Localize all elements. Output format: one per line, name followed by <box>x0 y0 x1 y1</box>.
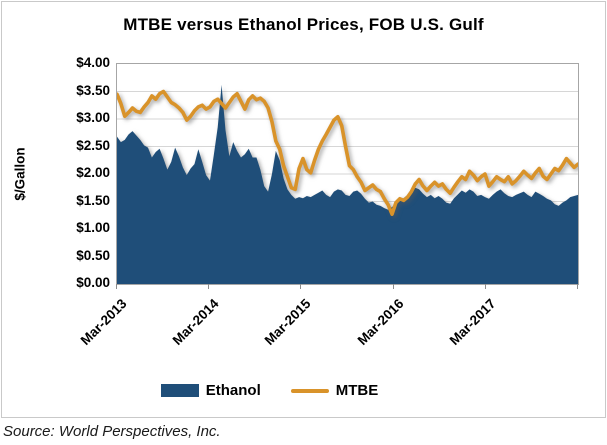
x-tick-mark <box>484 284 486 289</box>
y-axis-title-text: $/Gallon <box>12 147 28 201</box>
y-tick-label: $3.00 <box>76 110 110 125</box>
x-tick-label: Mar-2013 <box>77 296 130 349</box>
y-tick-label: $0.00 <box>76 275 110 290</box>
y-tick-label: $3.50 <box>76 82 110 98</box>
mtbe-swatch-icon <box>290 388 329 393</box>
chart-container: MTBE versus Ethanol Prices, FOB U.S. Gul… <box>1 1 606 418</box>
x-tick-label: Mar-2017 <box>446 296 499 349</box>
x-tick-mark <box>300 284 302 289</box>
x-tick-mark <box>208 284 210 289</box>
legend-label-ethanol: Ethanol <box>205 382 261 399</box>
x-tick-mark <box>392 284 394 289</box>
x-tick-mark <box>577 284 578 289</box>
y-tick-label: $4.00 <box>76 55 110 70</box>
y-tick-label: $1.00 <box>76 220 110 235</box>
chart-title: MTBE versus Ethanol Prices, FOB U.S. Gul… <box>123 15 484 34</box>
x-tick-mark <box>116 284 117 289</box>
legend-item-mtbe: MTBE <box>290 382 379 399</box>
legend-item-ethanol: Ethanol <box>160 382 261 399</box>
y-tick-label: $0.50 <box>76 247 110 263</box>
y-tick-label: $1.50 <box>76 192 110 208</box>
y-tick-label: $2.50 <box>76 137 110 153</box>
plot-area <box>116 63 579 285</box>
source-note: Source: World Perspectives, Inc. <box>3 423 221 440</box>
y-tick-label: $2.00 <box>76 165 110 180</box>
legend-label-mtbe: MTBE <box>335 382 379 399</box>
x-tick-label: Mar-2015 <box>261 296 314 349</box>
price-chart-canvas <box>117 84 578 284</box>
ethanol-area-series <box>117 84 578 284</box>
ethanol-swatch-icon <box>160 384 199 397</box>
x-tick-label: Mar-2016 <box>354 296 407 349</box>
chart-legend: Ethanol MTBE <box>0 382 571 399</box>
mtbe-line-series <box>117 89 578 216</box>
x-tick-label: Mar-2014 <box>169 296 222 349</box>
